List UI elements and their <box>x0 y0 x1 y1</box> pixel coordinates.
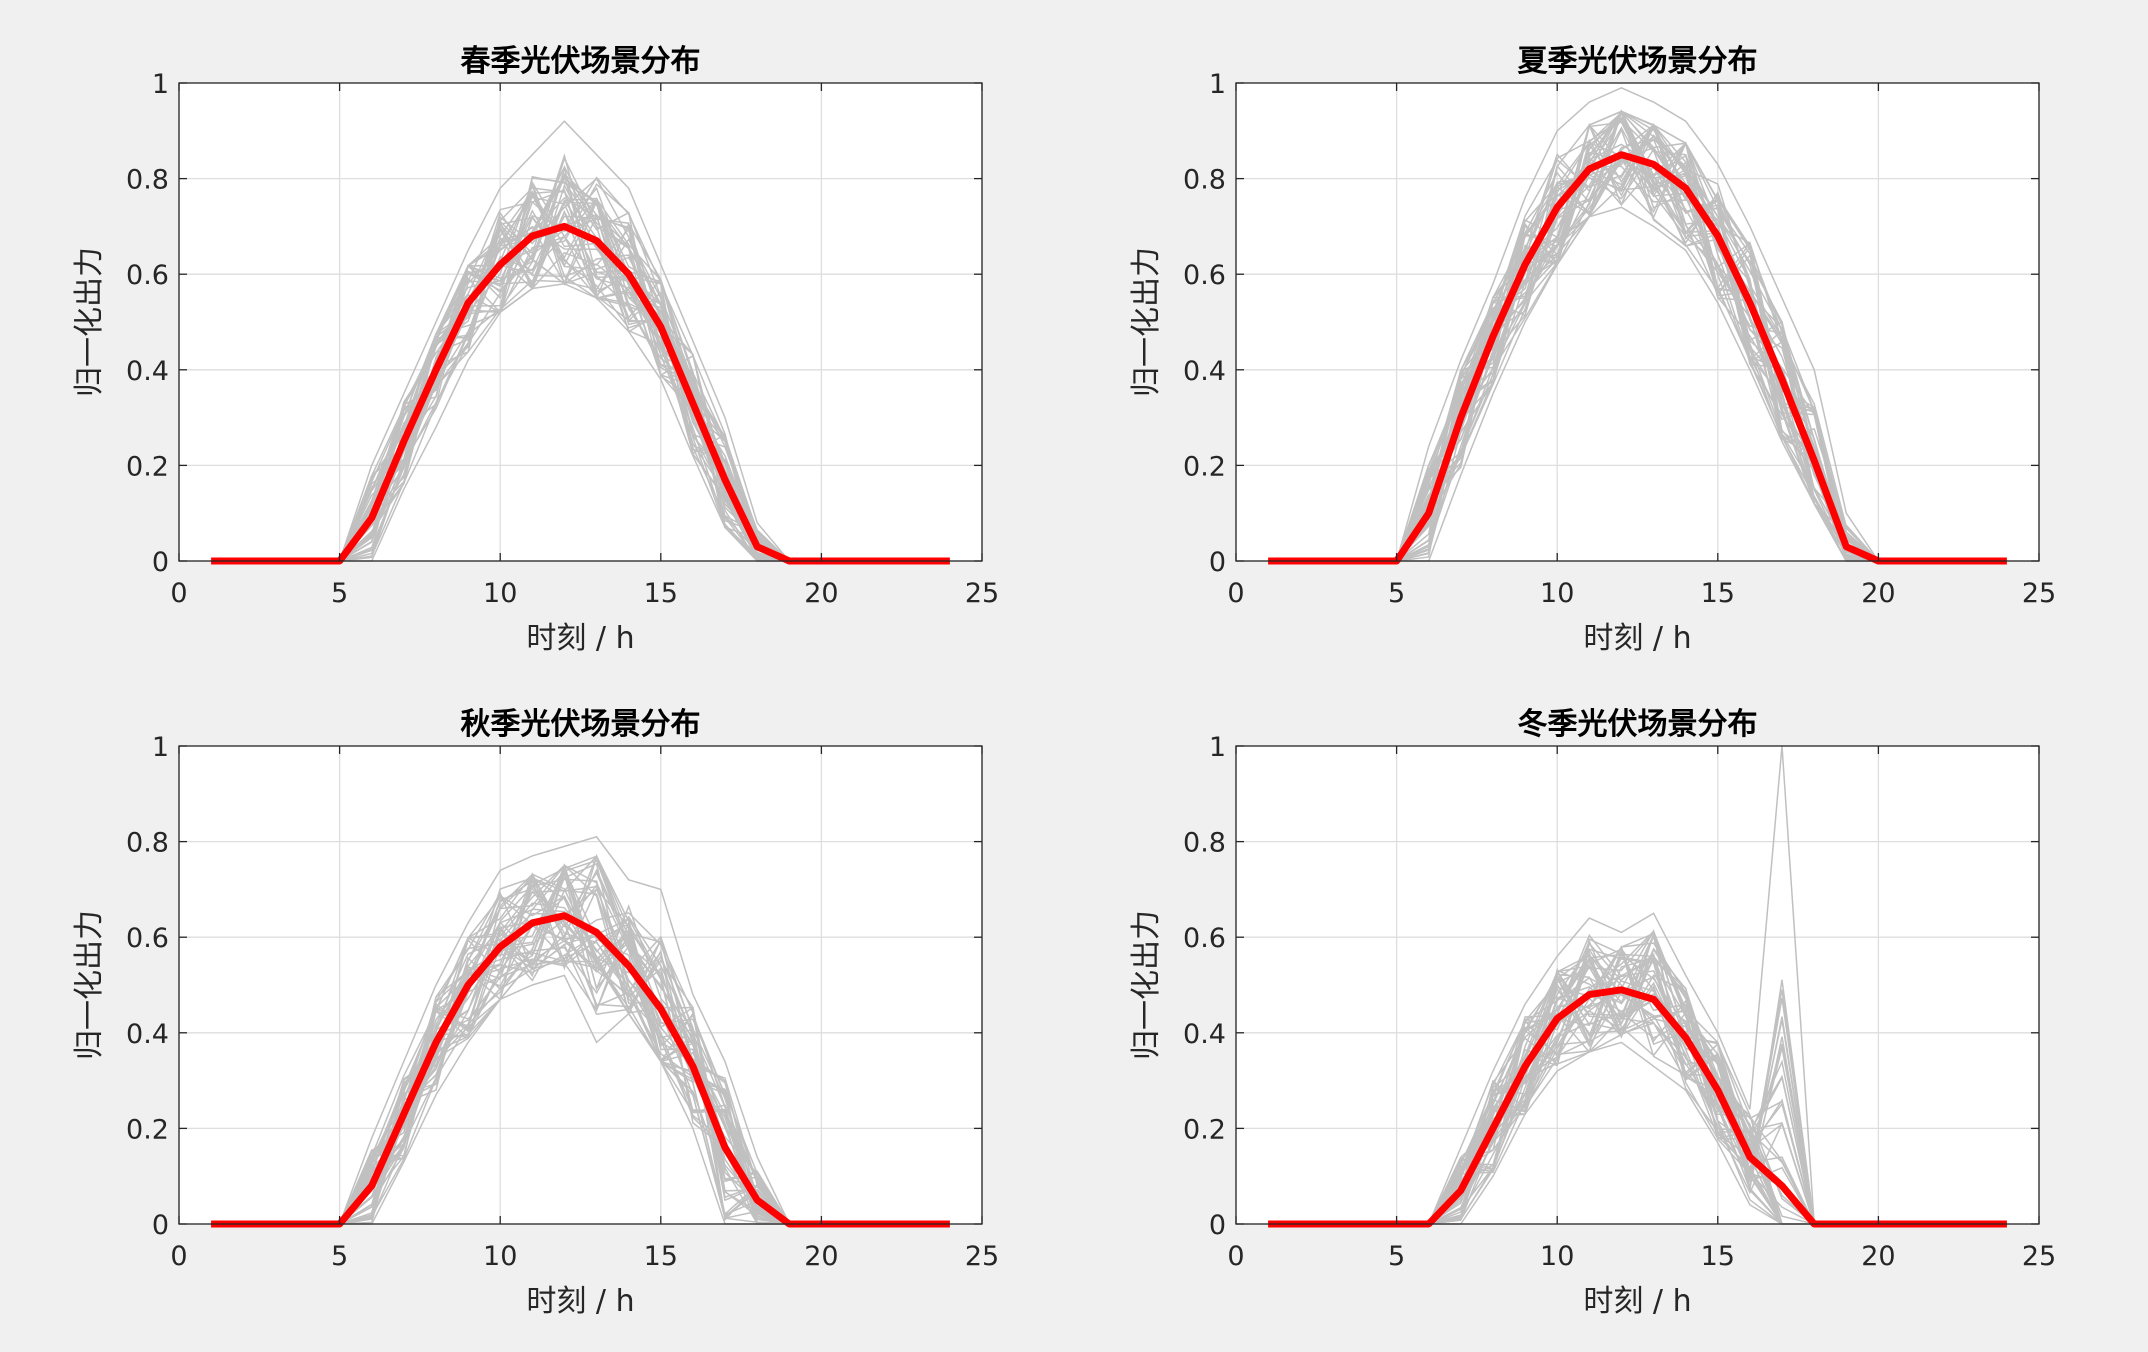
x-tick-label: 25 <box>965 1241 999 1272</box>
y-tick-label: 0.2 <box>126 1114 169 1145</box>
x-tick-label: 10 <box>483 578 517 609</box>
y-tick-label: 0.2 <box>1183 1114 1226 1145</box>
y-axis-label: 归一化出力 <box>72 910 107 1060</box>
x-tick-label: 20 <box>1861 578 1895 609</box>
x-tick-label: 5 <box>1388 578 1405 609</box>
y-tick-label: 0 <box>152 547 169 578</box>
x-tick-label: 5 <box>331 578 348 609</box>
x-tick-label: 25 <box>965 578 999 609</box>
x-tick-label: 20 <box>804 578 838 609</box>
x-tick-label: 25 <box>2022 578 2056 609</box>
y-tick-label: 1 <box>152 69 169 100</box>
y-tick-label: 1 <box>1209 69 1226 100</box>
y-axis-label: 归一化出力 <box>72 247 107 397</box>
y-tick-label: 0.6 <box>1183 923 1226 954</box>
x-axis-label: 时刻 / h <box>526 1284 634 1319</box>
y-tick-label: 0.8 <box>1183 165 1226 196</box>
x-axis-label: 时刻 / h <box>526 621 634 656</box>
y-tick-label: 0.4 <box>126 356 169 387</box>
y-tick-label: 0 <box>1209 547 1226 578</box>
y-tick-label: 0.8 <box>1183 828 1226 859</box>
x-tick-label: 0 <box>170 578 187 609</box>
x-tick-label: 0 <box>1227 578 1244 609</box>
x-tick-label: 25 <box>2022 1241 2056 1272</box>
axes-frame <box>178 82 983 562</box>
x-axis-label: 时刻 / h <box>1583 1284 1691 1319</box>
plot-area <box>179 83 982 561</box>
y-tick-label: 1 <box>1209 732 1226 763</box>
y-tick-label: 0.6 <box>1183 260 1226 291</box>
y-tick-label: 0 <box>1209 1210 1226 1241</box>
chart-title: 冬季光伏场景分布 <box>1518 707 1758 742</box>
y-tick-label: 0.2 <box>1183 451 1226 482</box>
y-tick-label: 1 <box>152 732 169 763</box>
x-tick-label: 0 <box>170 1241 187 1272</box>
y-tick-label: 0.2 <box>126 451 169 482</box>
y-tick-label: 0 <box>152 1210 169 1241</box>
x-tick-label: 15 <box>644 578 678 609</box>
x-tick-label: 5 <box>1388 1241 1405 1272</box>
y-axis-label: 归一化出力 <box>1129 247 1164 397</box>
y-axis-label: 归一化出力 <box>1129 910 1164 1060</box>
chart-title: 秋季光伏场景分布 <box>461 707 701 742</box>
x-tick-label: 10 <box>483 1241 517 1272</box>
x-tick-label: 15 <box>1701 578 1735 609</box>
axes-frame <box>178 745 983 1225</box>
chart-title: 夏季光伏场景分布 <box>1518 44 1758 79</box>
x-tick-label: 20 <box>1861 1241 1895 1272</box>
y-tick-label: 0.4 <box>126 1019 169 1050</box>
x-tick-label: 5 <box>331 1241 348 1272</box>
x-axis-label: 时刻 / h <box>1583 621 1691 656</box>
x-tick-label: 10 <box>1540 578 1574 609</box>
x-tick-label: 15 <box>1701 1241 1735 1272</box>
y-tick-label: 0.6 <box>126 923 169 954</box>
chart-title: 春季光伏场景分布 <box>461 44 701 79</box>
plot-area <box>179 746 982 1224</box>
axes-frame <box>1235 82 2040 562</box>
x-tick-label: 20 <box>804 1241 838 1272</box>
y-tick-label: 0.8 <box>126 165 169 196</box>
y-tick-label: 0.4 <box>1183 356 1226 387</box>
x-tick-label: 0 <box>1227 1241 1244 1272</box>
y-tick-label: 0.4 <box>1183 1019 1226 1050</box>
axes-frame <box>1235 745 2040 1225</box>
x-tick-label: 10 <box>1540 1241 1574 1272</box>
y-tick-label: 0.8 <box>126 828 169 859</box>
y-tick-label: 0.6 <box>126 260 169 291</box>
x-tick-label: 15 <box>644 1241 678 1272</box>
